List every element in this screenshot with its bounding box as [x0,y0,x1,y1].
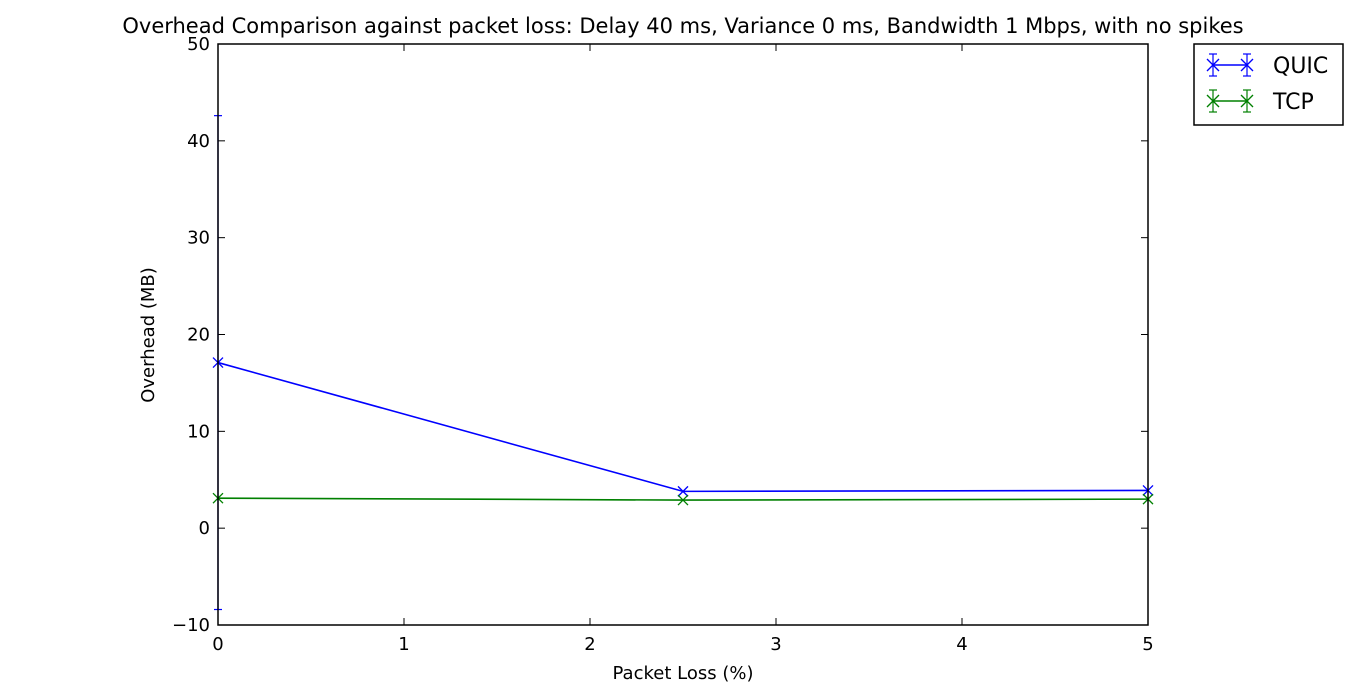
legend: QUIC TCP [1193,43,1344,126]
tcp-point-stroke-b [677,494,689,506]
y-tick-label: 0 [199,518,210,539]
y-tick-label: 40 [187,131,210,152]
legend-marker-quic-stroke-b [1206,58,1220,72]
legend-marker-tcp [1206,94,1220,108]
x-tick-label: 1 [398,634,409,655]
quic-point-stroke-b [677,485,689,497]
y-tick-label: 20 [187,325,210,346]
quic-point [677,485,689,497]
legend-marker-tcp-stroke-b [1240,94,1254,108]
x-tick-label: 5 [1142,634,1153,655]
legend-entry-tcp: TCP [1206,89,1314,115]
y-tick-label: 10 [187,421,210,442]
legend-label-tcp: TCP [1272,90,1314,115]
legend-entry-quic: QUIC [1206,53,1328,79]
legend-marker-quic [1240,58,1254,72]
legend-marker-quic-stroke-b [1240,58,1254,72]
x-tick-label: 3 [770,634,781,655]
x-tick-label: 4 [956,634,967,655]
x-tick-label: 2 [584,634,595,655]
x-tick-label: 0 [212,634,223,655]
x-axis-label: Packet Loss (%) [613,663,754,684]
y-tick-label: −10 [172,615,210,636]
legend-box [1193,43,1344,126]
legend-marker-tcp-stroke-b [1206,94,1220,108]
y-tick-label: 30 [187,228,210,249]
legend-marker-quic [1206,58,1220,72]
y-tick-label: 50 [187,34,210,55]
quic-series-line [217,361,1149,493]
legend-marker-tcp [1240,94,1254,108]
plot-frame [217,43,1149,626]
tcp-point [677,494,689,506]
chart-title: Overhead Comparison against packet loss:… [122,14,1243,38]
y-axis-label: Overhead (MB) [138,267,159,403]
legend-label-quic: QUIC [1273,54,1328,79]
